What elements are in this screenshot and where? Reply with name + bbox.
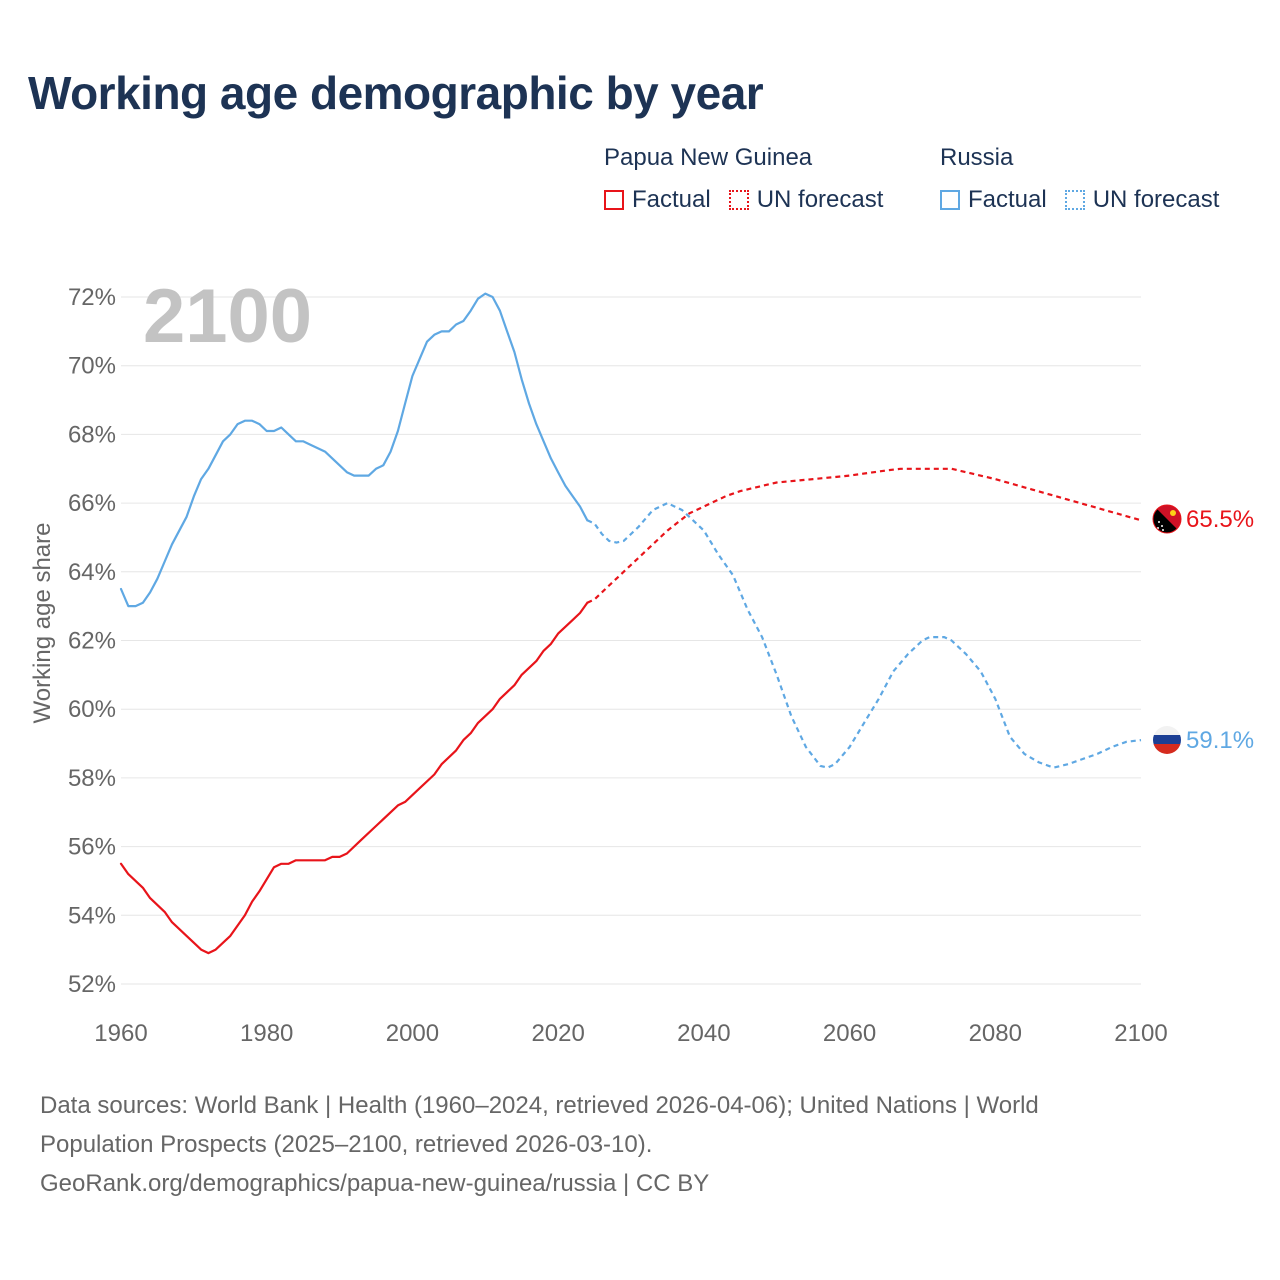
legend-png-forecast[interactable]: UN forecast — [728, 186, 884, 214]
x-tick-label: 2020 — [531, 1020, 584, 1047]
x-tick-label: 2100 — [1114, 1020, 1167, 1047]
footer-source-line-1: Data sources: World Bank | Health (1960–… — [40, 1092, 1039, 1119]
y-tick-label: 66% — [68, 490, 116, 517]
legend-png-factual-label: Factual — [632, 186, 711, 213]
legend-russia-forecast-swatch — [1064, 190, 1085, 210]
series-line-russia-forecast — [586, 502, 1142, 769]
line-chart: 52% 54% 56% 58% 60% 62% 64% 66% 68% 70% 72% 1960 198… — [29, 274, 1254, 1047]
legend-group-png: Papua New Guinea Factual UN forecast — [604, 144, 901, 214]
legend-russia-factual[interactable]: Factual — [940, 186, 1047, 214]
flag-papua-new-guinea-icon — [1152, 504, 1182, 534]
y-tick-label: 60% — [68, 696, 116, 723]
year-watermark: 2100 — [143, 274, 312, 359]
y-tick-label: 64% — [68, 559, 116, 586]
y-tick-label: 52% — [68, 971, 116, 998]
series-line-png-factual — [119, 601, 589, 955]
x-tick-label: 2080 — [969, 1020, 1022, 1047]
y-tick-label: 56% — [68, 834, 116, 861]
legend-png-forecast-label: UN forecast — [756, 186, 884, 213]
x-tick-label: 2060 — [823, 1020, 876, 1047]
series-line-png-forecast — [586, 467, 1142, 604]
end-label-png: 65.5% — [1186, 506, 1254, 533]
legend-russia-factual-swatch — [940, 190, 960, 210]
chart-title: Working age demographic by year — [28, 67, 764, 119]
y-tick-label: 70% — [68, 353, 116, 380]
legend-russia-forecast[interactable]: UN forecast — [1064, 186, 1220, 214]
x-tick-label: 2040 — [677, 1020, 730, 1047]
legend-group-russia: Russia Factual UN forecast — [940, 144, 1219, 214]
legend-png-factual[interactable]: Factual — [604, 186, 711, 214]
y-tick-label: 68% — [68, 421, 116, 448]
flag-russia-icon — [1153, 726, 1181, 754]
legend-russia-forecast-label: UN forecast — [1092, 186, 1220, 213]
footer-source-line-2: Population Prospects (2025–2100, retriev… — [40, 1131, 653, 1158]
y-tick-label: 54% — [68, 902, 116, 929]
y-tick-label: 58% — [68, 765, 116, 792]
legend-png-forecast-swatch — [728, 190, 749, 210]
footer-credit-link[interactable]: GeoRank.org/demographics/papua-new-guine… — [40, 1170, 710, 1197]
footer: Data sources: World Bank | Health (1960–… — [40, 1086, 1240, 1203]
y-axis-label: Working age share — [29, 523, 56, 724]
legend-russia-name: Russia — [940, 144, 1014, 171]
x-tick-label: 1980 — [240, 1020, 293, 1047]
x-tick-label: 2000 — [386, 1020, 439, 1047]
legend-png-factual-swatch — [604, 190, 624, 210]
legend-png-name: Papua New Guinea — [604, 144, 813, 171]
y-tick-label: 72% — [68, 284, 116, 311]
y-tick-label: 62% — [68, 628, 116, 655]
x-tick-label: 1960 — [94, 1020, 147, 1047]
end-label-russia: 59.1% — [1186, 727, 1254, 754]
series-line-russia-factual — [119, 292, 589, 608]
legend-russia-factual-label: Factual — [968, 186, 1047, 213]
